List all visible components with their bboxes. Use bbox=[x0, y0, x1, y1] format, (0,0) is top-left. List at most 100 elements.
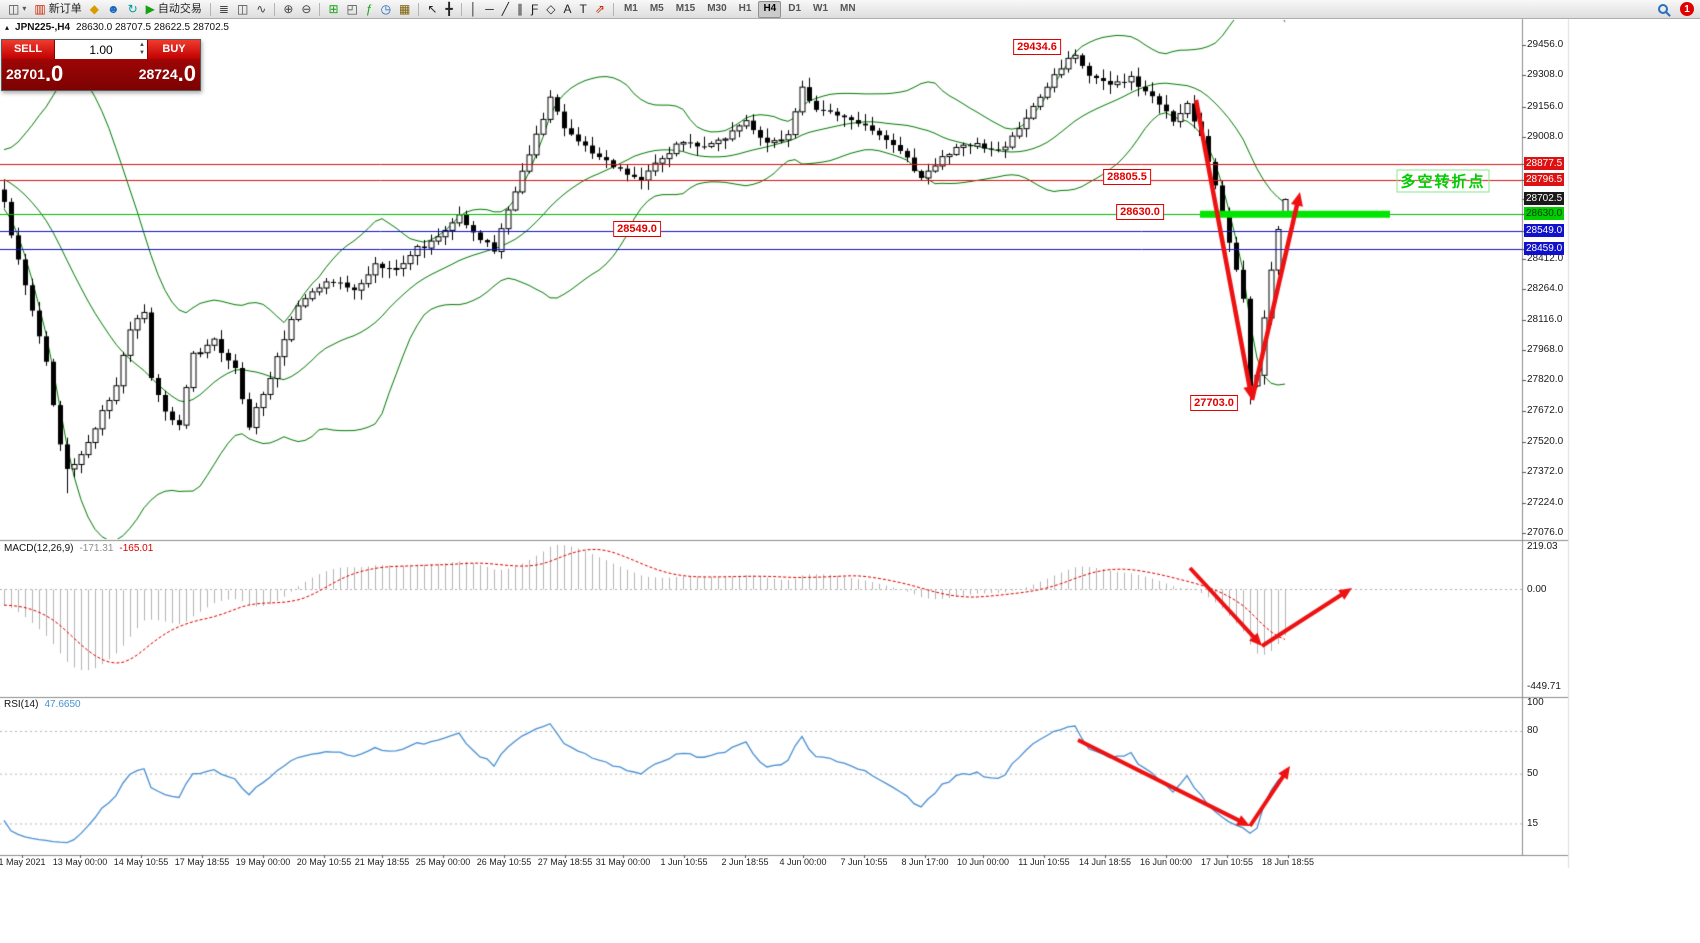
volume-value: 1.00 bbox=[89, 42, 113, 57]
text-tool[interactable]: A bbox=[560, 1, 576, 18]
trade-panel-toggle[interactable]: ▴ bbox=[5, 23, 10, 32]
macd-axis-label: 219.03 bbox=[1527, 541, 1558, 552]
trendline-tool[interactable]: ╱ bbox=[498, 1, 513, 18]
timeframe-h4-label: H4 bbox=[763, 3, 777, 14]
horizontal-line-tool[interactable]: ─ bbox=[481, 1, 498, 18]
line-chart-icon-glyph: ∿ bbox=[256, 2, 267, 16]
price-flag[interactable]: 27703.0 bbox=[1190, 395, 1238, 411]
metaquotes-icon[interactable]: ◆ bbox=[86, 1, 103, 18]
buy-price-main: 28724 bbox=[138, 66, 178, 82]
quote-ohlc: 28630.0 28707.5 28622.5 28702.5 bbox=[76, 22, 229, 33]
cascade-windows-icon[interactable]: ◰ bbox=[343, 1, 362, 18]
candlestick-chart-icon[interactable]: ◫ bbox=[233, 1, 252, 18]
rsi-value: 47.6650 bbox=[44, 699, 81, 710]
cascade-windows-icon-glyph: ◰ bbox=[346, 2, 358, 16]
time-axis-label: 7 Jun 10:55 bbox=[840, 857, 888, 867]
zoom-out-button[interactable]: ⊖ bbox=[297, 1, 315, 18]
profile-icon-glyph: ☻ bbox=[106, 2, 120, 16]
timeframe-m1-label: M1 bbox=[623, 3, 638, 14]
arrows-tool[interactable]: ⇗ bbox=[591, 1, 609, 18]
templates-button[interactable]: ▦ bbox=[395, 1, 414, 18]
price-axis-label: 27372.0 bbox=[1527, 466, 1564, 478]
macd-value-main: -171.31 bbox=[79, 543, 114, 554]
price-axis-label: 28116.0 bbox=[1527, 313, 1563, 325]
timeframe-m30[interactable]: M30 bbox=[702, 1, 731, 18]
rsi-indicator-label: RSI(14) 47.6650 bbox=[4, 699, 81, 710]
time-axis-label: 31 May 00:00 bbox=[595, 857, 651, 867]
channel-tool-glyph: ∥ bbox=[516, 2, 523, 16]
line-chart-icon[interactable]: ∿ bbox=[252, 1, 270, 18]
buy-price-frac: .0 bbox=[177, 61, 196, 86]
cursor-tool-glyph: ↖ bbox=[427, 2, 438, 16]
sell-price[interactable]: 28701.0 bbox=[6, 61, 63, 87]
timeframe-m1[interactable]: M1 bbox=[619, 1, 643, 18]
rsi-axis-label: 15 bbox=[1527, 817, 1539, 829]
timeframe-w1[interactable]: W1 bbox=[808, 1, 833, 18]
profile-icon[interactable]: ☻ bbox=[103, 1, 124, 18]
crosshair-tool-glyph: ╋ bbox=[445, 2, 453, 16]
auto-trading-button[interactable]: ▶ 自动交易 bbox=[142, 1, 206, 18]
price-flag[interactable]: 29434.6 bbox=[1013, 39, 1061, 55]
toolbar-separator bbox=[319, 2, 321, 16]
time-axis-label: 4 Jun 00:00 bbox=[779, 857, 827, 867]
channel-tool[interactable]: ∥ bbox=[513, 1, 527, 18]
new-order-button[interactable]: ▥ 新订单 bbox=[30, 1, 85, 18]
time-axis-label: 14 May 10:55 bbox=[113, 857, 169, 867]
price-axis-label: 28264.0 bbox=[1527, 283, 1564, 295]
timeframe-h1-label: H1 bbox=[738, 3, 752, 14]
volume-input[interactable]: 1.00 ▲ ▼ bbox=[55, 40, 147, 59]
timeframe-h1[interactable]: H1 bbox=[734, 1, 757, 18]
dropdown-caret-icon: ▾ bbox=[22, 4, 27, 13]
rsi-name: RSI(14) bbox=[4, 699, 39, 710]
volume-spinner[interactable]: ▲ ▼ bbox=[139, 41, 145, 57]
tile-windows-icon[interactable]: ⊞ bbox=[324, 1, 342, 18]
vertical-line-tool[interactable]: │ bbox=[466, 1, 482, 18]
crosshair-tool[interactable]: ╋ bbox=[441, 1, 456, 18]
candlestick-chart-icon-glyph: ◫ bbox=[236, 2, 249, 16]
trade-panel-prices: 28701.0 28724.0 bbox=[2, 59, 200, 90]
price-axis-label: 28412.0 bbox=[1527, 253, 1564, 265]
zoom-in-button-glyph: ⊕ bbox=[283, 2, 294, 16]
new-order-button-glyph: ▥ bbox=[34, 2, 46, 16]
label-tool[interactable]: T bbox=[576, 1, 591, 18]
label-tool-glyph: T bbox=[579, 2, 587, 16]
auto-trading-button-label: 自动交易 bbox=[157, 2, 202, 15]
indicators-button[interactable]: ƒ bbox=[362, 1, 377, 18]
sell-button[interactable]: SELL bbox=[2, 40, 55, 59]
toolbar-separator bbox=[209, 2, 211, 16]
timeframe-m5[interactable]: M5 bbox=[645, 1, 669, 18]
cursor-tool[interactable]: ↖ bbox=[423, 1, 441, 18]
price-axis-tag: 28549.0 bbox=[1524, 223, 1565, 237]
fibonacci-tool[interactable]: Ƒ bbox=[527, 1, 542, 18]
time-axis-label: 26 May 10:55 bbox=[476, 857, 532, 867]
timeframe-d1[interactable]: D1 bbox=[783, 1, 806, 18]
search-icon[interactable] bbox=[1658, 4, 1668, 14]
price-axis-label: 27076.0 bbox=[1527, 527, 1564, 538]
trade-panel-top-row: SELL 1.00 ▲ ▼ BUY bbox=[2, 40, 200, 59]
horizontal-line-tool-glyph: ─ bbox=[485, 2, 494, 16]
notifications-badge[interactable]: 1 bbox=[1680, 2, 1694, 16]
timeframe-h4[interactable]: H4 bbox=[758, 0, 782, 18]
community-icon[interactable]: ↻ bbox=[124, 1, 142, 18]
macd-axis-label: 0.00 bbox=[1527, 583, 1547, 595]
timeframe-mn[interactable]: MN bbox=[835, 1, 861, 18]
price-flag[interactable]: 28549.0 bbox=[613, 221, 661, 237]
buy-button[interactable]: BUY bbox=[147, 40, 200, 59]
price-axis-tag: 28630.0 bbox=[1524, 207, 1565, 221]
zoom-in-button[interactable]: ⊕ bbox=[279, 1, 297, 18]
shapes-tool[interactable]: ◇ bbox=[542, 1, 559, 18]
turning-point-note[interactable]: 多空转折点 bbox=[1396, 169, 1490, 193]
time-axis-label: 11 Jun 10:55 bbox=[1018, 857, 1070, 867]
ohlc-bars-icon[interactable]: ≣ bbox=[215, 1, 233, 18]
price-flag[interactable]: 28805.5 bbox=[1103, 169, 1151, 185]
buy-price[interactable]: 28724.0 bbox=[139, 61, 196, 87]
chart-windows-menu[interactable]: ◫ ▾ bbox=[4, 1, 30, 18]
price-flag[interactable]: 28630.0 bbox=[1116, 204, 1164, 220]
timeframe-m15[interactable]: M15 bbox=[671, 1, 700, 18]
volume-down-icon[interactable]: ▼ bbox=[139, 50, 145, 56]
periods-button[interactable]: ◷ bbox=[377, 1, 395, 18]
volume-up-icon[interactable]: ▲ bbox=[139, 42, 145, 48]
toolbar-separator bbox=[418, 2, 420, 16]
